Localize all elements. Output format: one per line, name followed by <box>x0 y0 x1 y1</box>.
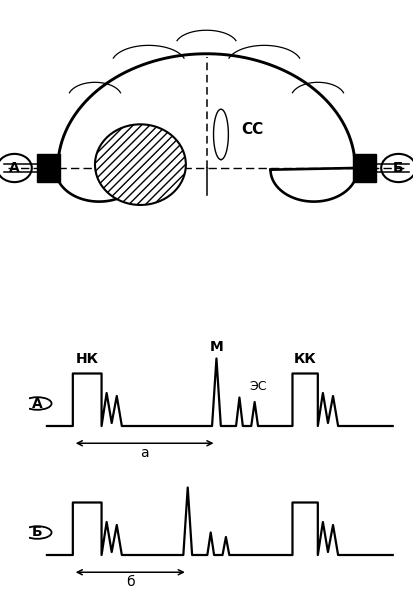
Text: КК: КК <box>294 352 316 366</box>
Text: ЭС: ЭС <box>249 380 267 393</box>
Text: СС: СС <box>241 122 263 137</box>
Text: Б: Б <box>32 526 43 539</box>
Text: б: б <box>126 575 135 589</box>
Bar <box>353 154 376 182</box>
Text: а: а <box>140 446 149 460</box>
Ellipse shape <box>95 124 186 205</box>
Bar <box>37 154 60 182</box>
Text: А: А <box>32 397 43 410</box>
Text: НК: НК <box>76 352 99 366</box>
Text: М: М <box>209 340 223 354</box>
Text: А: А <box>9 161 20 175</box>
Text: Б: Б <box>393 161 404 175</box>
Polygon shape <box>214 109 228 160</box>
